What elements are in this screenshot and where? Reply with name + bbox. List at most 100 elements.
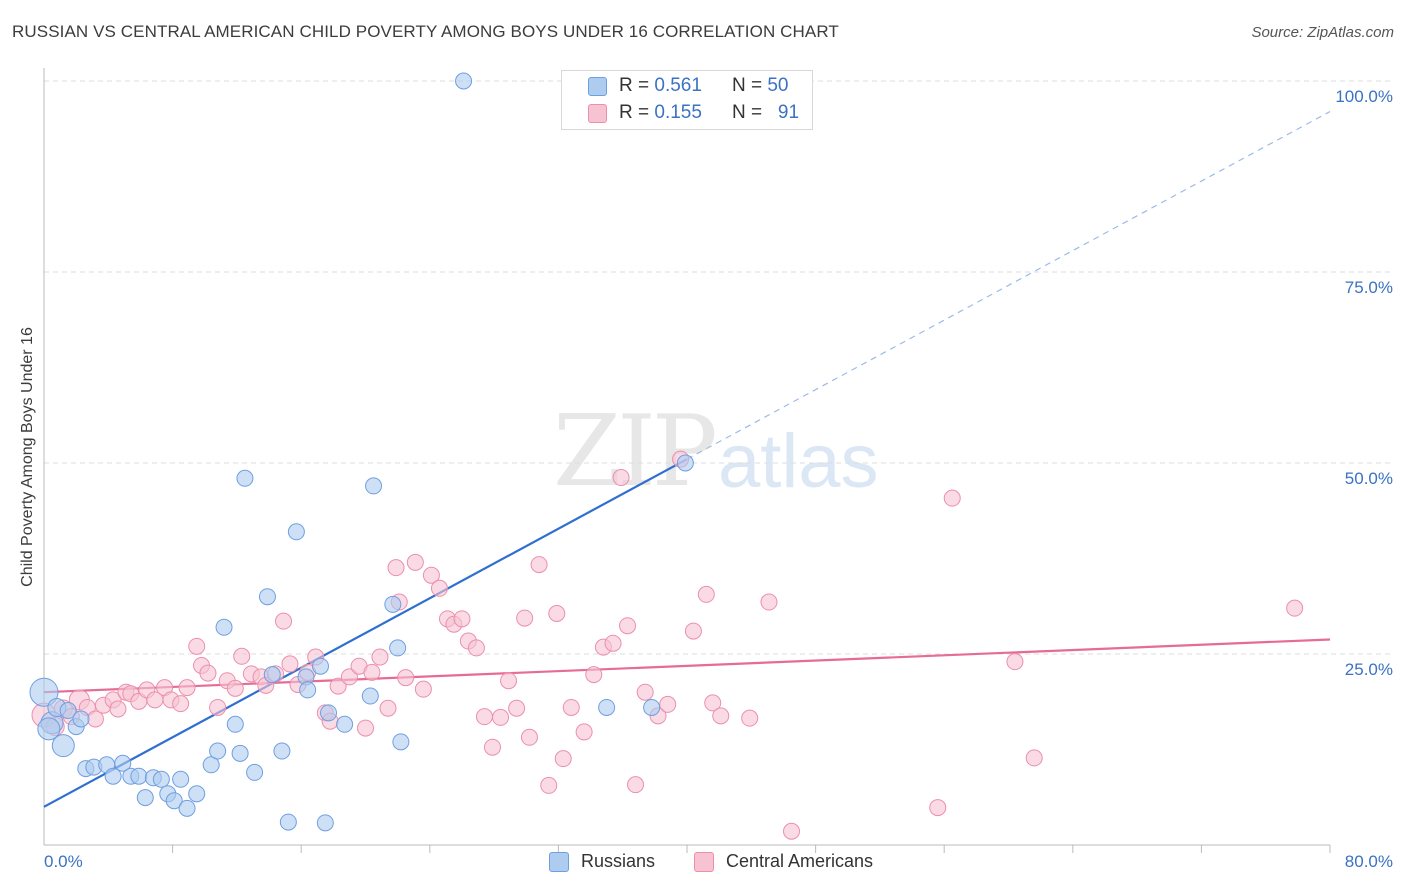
russians-point	[299, 681, 317, 699]
gridlines	[44, 80, 1392, 655]
central-americans-point	[226, 679, 244, 697]
central-americans-point	[548, 605, 566, 623]
central-americans-point	[540, 776, 558, 794]
russians-legend-swatch	[549, 851, 569, 872]
russians-trend-extension	[686, 111, 1331, 460]
russians-point	[392, 733, 410, 751]
central-americans-point	[406, 553, 424, 571]
central-americans-point	[357, 719, 374, 737]
russians-point	[279, 813, 297, 831]
legend-label-central-americans: Central Americans	[726, 851, 874, 871]
russians-swatch	[588, 76, 607, 96]
russians-point	[51, 734, 75, 758]
central-americans-point	[453, 610, 471, 628]
central-americans-point	[178, 679, 196, 697]
n-label: N =	[731, 102, 763, 123]
central-americans-point	[492, 708, 510, 726]
russians-point	[384, 595, 402, 613]
central-americans-point	[782, 822, 800, 840]
russians-point	[59, 702, 77, 720]
central-americans-point	[430, 579, 448, 597]
russians-point	[643, 698, 661, 716]
central-americans-point	[371, 648, 389, 666]
russians-point	[226, 715, 244, 733]
russians-point	[72, 710, 90, 728]
central-americans-point	[929, 799, 947, 817]
central-americans-legend-swatch	[694, 851, 714, 872]
n-label: N =	[731, 75, 763, 96]
central-americans-point	[233, 647, 251, 665]
r-value-central-americans: 0.155	[654, 102, 702, 123]
central-americans-point	[387, 559, 405, 577]
central-americans-point	[943, 489, 961, 507]
russians-point	[29, 677, 59, 707]
russians-point	[130, 767, 148, 785]
central-americans-point	[379, 699, 397, 717]
central-americans-point	[281, 655, 299, 673]
central-americans-point	[86, 710, 104, 728]
stats-row-central-americans: R = 0.155 N = 91	[561, 100, 799, 126]
central-americans-point	[619, 617, 637, 635]
legend-item-central-americans[interactable]: Central Americans	[694, 851, 873, 872]
central-americans-point	[562, 698, 580, 716]
y-tick-label: 25.0%	[1344, 660, 1393, 679]
central-americans-point	[704, 694, 722, 712]
russians-point	[287, 523, 305, 541]
russians-point	[209, 742, 227, 760]
central-americans-point	[508, 699, 526, 717]
n-value-russians: 50	[767, 75, 789, 96]
central-americans-point	[627, 776, 645, 794]
central-americans-point	[612, 469, 630, 487]
chart-title: RUSSIAN VS CENTRAL AMERICAN CHILD POVERT…	[12, 22, 839, 41]
central-americans-point	[329, 677, 347, 695]
central-americans-point	[475, 708, 493, 726]
stats-legend: R = 0.561 N = 50 R = 0.155 N = 91	[561, 70, 813, 130]
central-americans-point	[516, 609, 534, 627]
data-points	[29, 72, 1304, 840]
russians-point	[104, 767, 122, 785]
central-americans-point	[483, 738, 501, 756]
central-americans-swatch	[588, 103, 607, 123]
central-americans-point	[188, 637, 206, 655]
y-tick-label: 75.0%	[1344, 278, 1393, 297]
watermark-atlas: atlas	[718, 419, 879, 504]
central-americans-point	[467, 639, 485, 657]
central-americans-point	[530, 556, 548, 574]
russians-point	[114, 754, 132, 772]
central-americans-point	[209, 698, 227, 716]
russians-point	[361, 687, 379, 705]
central-americans-point	[697, 585, 715, 603]
russians-point	[231, 744, 249, 762]
russians-point	[202, 756, 220, 774]
central-americans-point	[397, 669, 415, 687]
central-americans-point	[109, 700, 127, 718]
russians-point	[188, 785, 206, 803]
watermark-zip: ZIP	[553, 395, 718, 509]
central-americans-point	[340, 668, 358, 686]
central-americans-point	[1286, 599, 1304, 617]
central-americans-point	[422, 566, 440, 584]
russians-point	[316, 814, 334, 832]
central-americans-point	[172, 695, 190, 713]
russians-point	[273, 742, 291, 760]
stats-row-russians: R = 0.561 N = 50	[561, 73, 788, 99]
central-americans-point	[659, 695, 677, 713]
central-americans-point	[554, 750, 572, 768]
russians-point	[389, 639, 407, 657]
russians-point	[320, 704, 338, 722]
y-tick-label: 50.0%	[1344, 469, 1393, 488]
central-americans-point	[414, 680, 432, 698]
russians-point	[455, 72, 473, 90]
r-value-russians: 0.561	[654, 75, 702, 96]
russians-point	[165, 792, 183, 810]
x-tick-label-max: 80.0%	[1344, 852, 1393, 871]
x-tick-label-min: 0.0%	[44, 852, 83, 871]
central-americans-point	[585, 666, 603, 684]
central-americans-point	[604, 634, 622, 652]
russians-point	[152, 770, 170, 788]
russians-point	[676, 454, 694, 472]
r-label: R =	[619, 102, 650, 123]
legend-item-russians[interactable]: Russians	[549, 851, 655, 872]
central-americans-point	[712, 707, 730, 725]
central-americans-point	[684, 622, 702, 640]
